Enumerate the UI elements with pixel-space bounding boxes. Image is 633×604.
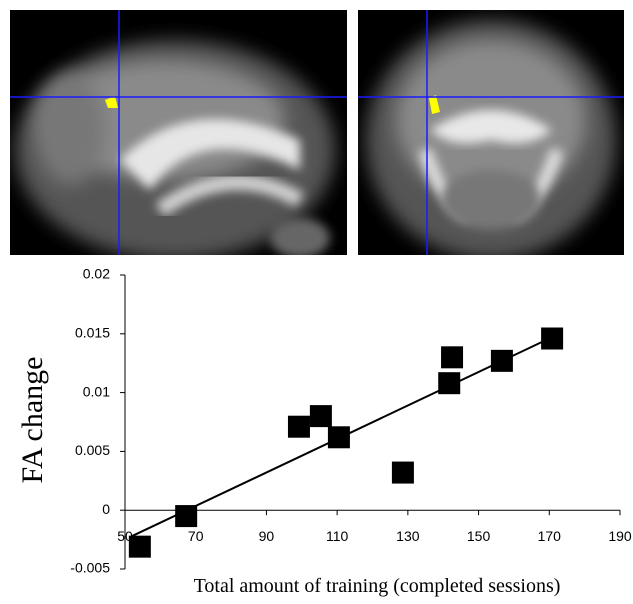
y-tick-label: -0.005 (70, 560, 110, 576)
point (441, 346, 463, 368)
point (288, 416, 310, 438)
y-tick-label: 0.015 (75, 325, 110, 341)
y-axis-label: FA change (16, 357, 49, 484)
x-tick-label: 190 (608, 528, 632, 544)
x-axis-label: Total amount of training (completed sess… (194, 575, 561, 597)
point (541, 328, 563, 350)
x-tick-label: 110 (326, 528, 349, 544)
coronal-image (358, 10, 624, 260)
point (175, 505, 197, 527)
y-tick-label: 0 (102, 501, 110, 517)
figure: FA change Total amount of training (comp… (0, 0, 633, 604)
y-tick-label: 0.01 (83, 383, 110, 399)
y-tick-label: 0.005 (75, 442, 110, 458)
y-tick-label: 0.02 (83, 266, 110, 282)
x-tick-label: 70 (188, 528, 204, 544)
x-tick-label: 130 (396, 528, 420, 544)
point (310, 405, 332, 427)
sagittal-image (10, 10, 347, 260)
point (438, 372, 460, 394)
x-tick-label: 150 (467, 528, 491, 544)
x-tick-label: 170 (538, 528, 562, 544)
x-tick-label: 90 (259, 528, 275, 544)
point (491, 350, 513, 372)
point (129, 536, 151, 558)
point (392, 462, 414, 484)
point (328, 426, 350, 448)
